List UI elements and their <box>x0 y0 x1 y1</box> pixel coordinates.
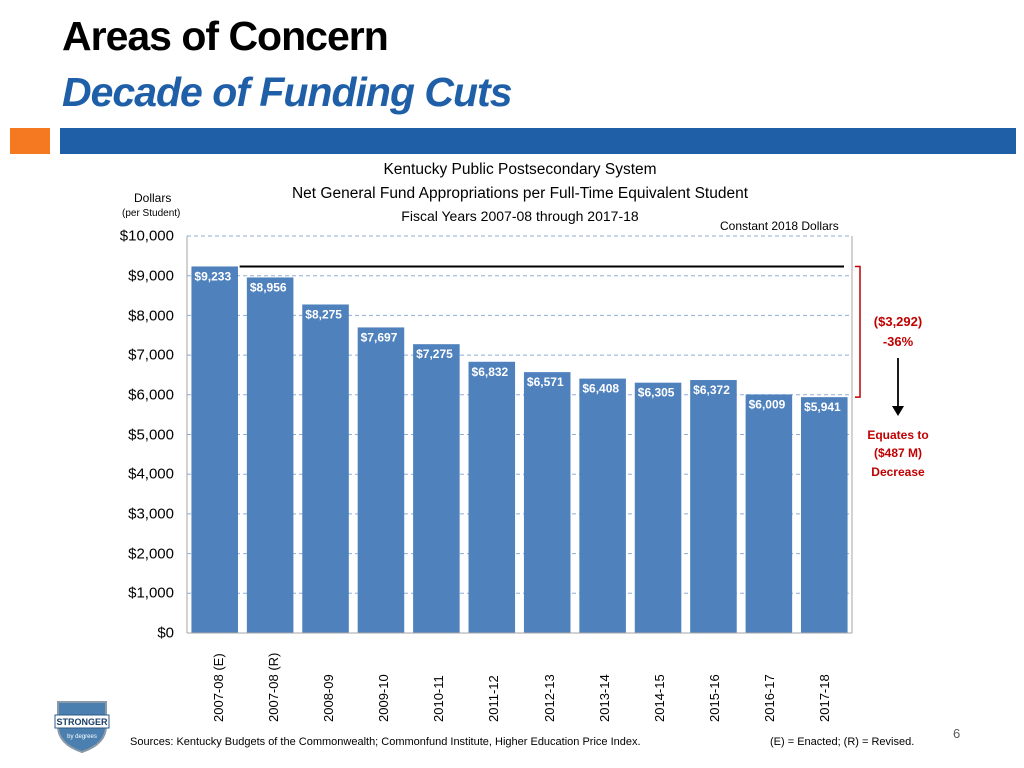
bar <box>634 382 682 633</box>
logo-subtext: by degrees <box>67 734 97 740</box>
constant-dollars-note: Constant 2018 Dollars <box>720 219 839 233</box>
bar-value-label: $6,372 <box>693 383 730 397</box>
page-number: 6 <box>953 726 961 741</box>
sources-footnote: Sources: Kentucky Budgets of the Commonw… <box>130 736 641 748</box>
accent-bar-blue <box>60 128 1016 154</box>
bar-value-label: $8,275 <box>305 307 342 321</box>
bar-value-label: $8,956 <box>250 280 287 294</box>
equates-annotation-line-2: ($487 M) <box>873 446 923 460</box>
bar <box>302 304 349 633</box>
chart-title-line-3: Fiscal Years 2007-08 through 2017-18 <box>401 208 639 224</box>
equates-annotation-line-3: Decrease <box>871 465 925 479</box>
chart-title-line-1: Kentucky Public Postsecondary System <box>383 161 657 178</box>
bar-value-label: $7,275 <box>416 347 453 361</box>
bar <box>579 378 626 633</box>
y-tick-label: $2,000 <box>128 545 174 563</box>
enacted-revised-legend: (E) = Enacted; (R) = Revised. <box>770 736 915 748</box>
bar-value-label: $6,009 <box>749 397 786 411</box>
x-tick-label: 2015-16 <box>707 674 722 722</box>
x-tick-label: 2007-08 (R) <box>266 652 281 722</box>
change-bracket <box>855 265 861 398</box>
y-tick-label: $10,000 <box>119 227 174 245</box>
down-arrow-icon <box>892 358 904 416</box>
slide-subtitle: Decade of Funding Cuts <box>62 69 512 115</box>
bar-value-label: $9,233 <box>194 269 231 283</box>
bar-value-label: $6,408 <box>582 382 619 396</box>
bar-value-label: $6,305 <box>638 386 675 400</box>
stronger-by-degrees-logo: STRONGER by degrees <box>54 701 110 754</box>
y-tick-label: $8,000 <box>128 307 174 325</box>
y-tick-label: $3,000 <box>128 505 174 523</box>
equates-annotation-line-1: Equates to <box>867 428 929 442</box>
bar <box>468 361 516 633</box>
bar <box>801 397 848 633</box>
y-tick-label: $7,000 <box>128 346 174 364</box>
bar <box>357 327 405 633</box>
bar <box>191 266 238 633</box>
bar-value-label: $6,571 <box>527 375 564 389</box>
slide-title: Areas of Concern <box>62 13 389 59</box>
bar <box>690 380 737 633</box>
bar-value-label: $6,832 <box>472 365 509 379</box>
x-tick-label: 2016-17 <box>762 674 777 722</box>
bar <box>745 394 793 633</box>
y-tick-label: $5,000 <box>128 426 174 444</box>
y-axis-label: Dollars <box>134 191 172 205</box>
logo-text: STRONGER <box>56 717 108 727</box>
y-tick-label: $1,000 <box>128 584 174 602</box>
x-tick-label: 2008-09 <box>321 674 336 722</box>
accent-bar-orange <box>10 128 50 154</box>
bar <box>523 372 571 633</box>
x-tick-label: 2011-12 <box>486 675 501 722</box>
change-percent-annotation: -36% <box>882 334 914 349</box>
x-tick-label: 2012-13 <box>542 674 557 722</box>
x-tick-label: 2017-18 <box>817 674 832 722</box>
y-axis-sublabel: (per Student) <box>122 208 181 219</box>
x-tick-label: 2014-15 <box>652 674 667 722</box>
x-tick-label: 2010-11 <box>431 675 446 722</box>
y-tick-label: $6,000 <box>128 386 174 404</box>
x-tick-label: 2013-14 <box>597 674 612 722</box>
y-tick-label: $4,000 <box>128 465 174 483</box>
x-tick-label: 2009-10 <box>376 674 391 722</box>
x-tick-label: 2007-08 (E) <box>211 653 226 722</box>
bar-value-label: $5,941 <box>804 400 841 414</box>
chart-title-line-2: Net General Fund Appropriations per Full… <box>291 185 749 202</box>
y-tick-label: $9,000 <box>128 267 174 285</box>
bar <box>413 344 460 633</box>
change-amount-annotation: ($3,292) <box>873 314 923 329</box>
y-tick-label: $0 <box>157 624 174 642</box>
bar-value-label: $7,697 <box>361 330 398 344</box>
bar <box>246 277 294 633</box>
